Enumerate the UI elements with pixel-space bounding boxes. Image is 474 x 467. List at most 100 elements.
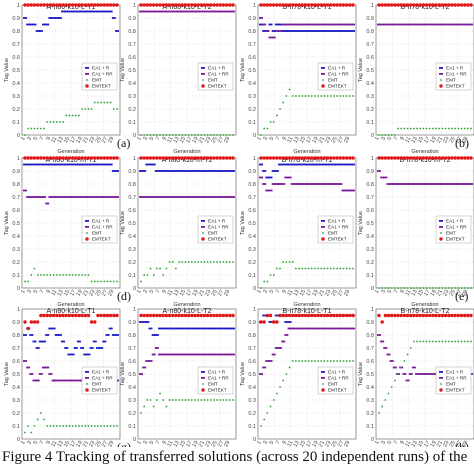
data-point [48, 3, 53, 7]
data-point [209, 261, 212, 263]
y-tick-label: 1 [17, 3, 20, 9]
data-point [260, 287, 262, 289]
data-point [167, 170, 172, 172]
data-point [183, 156, 188, 160]
data-point [447, 127, 450, 130]
data-point [393, 313, 397, 318]
data-point [174, 313, 178, 318]
data-point [48, 313, 53, 318]
data-point [348, 313, 352, 318]
data-point [206, 399, 209, 401]
x-tick-label: 5 [269, 136, 276, 142]
data-point [291, 313, 295, 318]
data-point [142, 196, 147, 198]
data-point [457, 127, 460, 130]
data-point [377, 334, 381, 336]
data-point [411, 183, 416, 185]
data-point [215, 196, 220, 198]
data-point [189, 196, 194, 198]
y-tick-label: 0.6 [128, 55, 136, 61]
x-tick-label: 15 [299, 136, 307, 144]
subplot-title: A-n80-k10-L-T1 [46, 4, 95, 11]
x-tick-label: 21 [318, 289, 326, 297]
data-point [181, 399, 184, 401]
series-emt [24, 267, 118, 283]
data-point [140, 280, 142, 283]
data-point [65, 114, 68, 117]
data-point [178, 399, 180, 401]
y-axis-label: Tag Value [4, 58, 10, 82]
data-point [294, 95, 297, 97]
x-tick-label: 19 [76, 136, 84, 144]
y-tick-label: 1 [133, 3, 136, 9]
y-tick-label: 0.7 [366, 42, 374, 48]
data-point [231, 170, 235, 172]
subplot-5: 00.10.20.30.40.50.60.70.80.911 3 5 7 9111315… [4, 156, 121, 308]
data-point [73, 196, 78, 198]
x-tick-label: 23 [324, 440, 332, 447]
y-tick-label: 0 [133, 133, 136, 139]
subplot-4: 00.10.20.30.40.50.60.70.80.911 3 5 7 9111315… [358, 3, 474, 155]
data-point [186, 156, 191, 160]
legend-label: EMT [92, 231, 102, 236]
data-point [215, 353, 220, 356]
data-point [291, 360, 294, 362]
x-tick-label: 25 [95, 136, 103, 144]
data-point [389, 313, 394, 318]
y-tick-label: 0 [253, 133, 256, 139]
data-point [307, 95, 310, 97]
data-point [142, 366, 147, 369]
data-point [377, 170, 381, 172]
data-point [450, 3, 454, 7]
data-point [208, 353, 213, 356]
data-point [418, 23, 423, 26]
data-point [294, 156, 298, 160]
data-point [335, 327, 340, 330]
x-tick-label: 15 [179, 136, 187, 144]
data-point [306, 3, 311, 7]
data-point [24, 280, 26, 283]
data-point [447, 287, 450, 289]
y-tick-label: 0.6 [366, 208, 374, 214]
data-point [281, 30, 286, 32]
data-point [158, 353, 163, 356]
data-point [74, 313, 78, 318]
data-point [84, 108, 87, 110]
data-point [268, 189, 273, 192]
y-tick-label: 0.7 [128, 346, 136, 352]
x-tick-label: 7 [39, 136, 46, 142]
y-tick-label: 0.5 [12, 221, 20, 227]
data-point [279, 108, 281, 110]
legend-marker [439, 67, 443, 69]
data-point [418, 156, 422, 160]
data-point [186, 10, 191, 13]
data-point [42, 156, 46, 160]
x-tick-label: 1 [374, 440, 381, 446]
x-tick-label: 23 [88, 289, 96, 297]
data-point [105, 3, 110, 7]
data-point [115, 156, 119, 160]
data-point [51, 313, 56, 318]
legend-marker [201, 371, 205, 373]
data-point [262, 366, 267, 369]
data-point [259, 17, 263, 19]
data-point [440, 3, 445, 7]
data-point [177, 313, 181, 318]
data-point [469, 3, 473, 7]
data-point [92, 340, 97, 343]
legend-label: EA1 + RR [328, 225, 349, 230]
data-point [64, 196, 69, 198]
x-tick-label: 13 [57, 136, 65, 144]
data-point [100, 280, 103, 283]
data-point [45, 163, 50, 166]
data-point [192, 353, 197, 356]
data-point [178, 134, 180, 136]
legend-marker [439, 84, 443, 88]
data-point [390, 386, 393, 388]
x-tick-label: 19 [192, 136, 200, 144]
data-point [332, 3, 336, 7]
data-point [58, 121, 61, 123]
data-point [335, 156, 339, 160]
data-point [470, 287, 472, 289]
